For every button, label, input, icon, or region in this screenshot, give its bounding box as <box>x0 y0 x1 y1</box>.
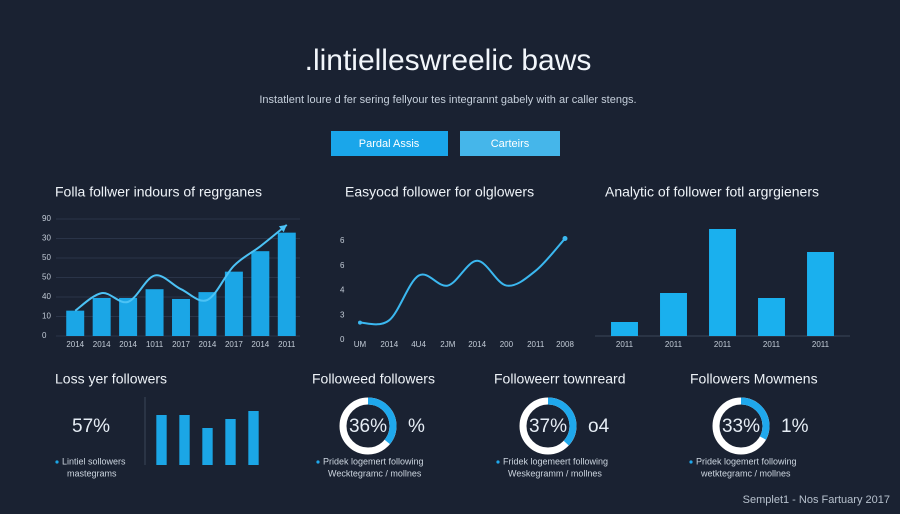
arrow-head <box>278 224 287 233</box>
bar <box>251 251 270 336</box>
page-subtitle: Instatlent loure d fer sering fellyour t… <box>259 94 636 106</box>
x-tick-label: 1011 <box>146 340 164 349</box>
donut-label: 33% <box>722 416 760 437</box>
bar <box>179 415 190 465</box>
page-title: .lintielleswreelic baws <box>305 44 592 77</box>
trend-line <box>74 224 288 312</box>
y-tick-label: 50 <box>42 253 51 262</box>
x-tick-label: 2011 <box>527 340 545 349</box>
bar <box>225 419 236 465</box>
panel-title: Followeed followers <box>312 371 435 387</box>
button[interactable] <box>460 131 560 156</box>
legend-dot <box>496 460 500 464</box>
bar <box>145 289 164 336</box>
x-tick-label: 2JM <box>440 340 455 349</box>
x-tick-label: 2017 <box>172 340 190 349</box>
x-tick-label: 2011 <box>714 340 732 349</box>
donut-arc <box>367 397 397 445</box>
legend-label: mastegrams <box>67 468 117 478</box>
panel-title: Folla follwer indours of regrganes <box>55 184 262 200</box>
x-tick-label: 2011 <box>665 340 683 349</box>
x-tick-label: 2014 <box>93 340 111 349</box>
y-tick-label: 6 <box>340 261 345 270</box>
y-tick-label: 4 <box>340 286 345 295</box>
panel-title: Loss yer followers <box>55 371 167 387</box>
panel-title: Easyocd follower for olglowers <box>345 184 534 200</box>
y-tick-label: 40 <box>42 292 51 301</box>
side-label: 1% <box>781 416 809 437</box>
x-tick-label: 2014 <box>468 340 486 349</box>
line <box>359 237 566 326</box>
button[interactable] <box>331 131 448 156</box>
x-tick-label: 200 <box>500 340 514 349</box>
bar <box>660 293 687 336</box>
bar <box>92 297 111 336</box>
kpi: 57% <box>72 416 110 437</box>
x-tick-label: 2011 <box>812 340 830 349</box>
legend-dot <box>689 460 693 464</box>
panel-title: Followers Mowmens <box>690 371 818 387</box>
legend-label: Pridek logemert following <box>323 456 424 466</box>
legend-label: wetktegramc / mollnes <box>700 468 791 478</box>
bar <box>198 292 217 336</box>
button-label[interactable]: Pardal Assis <box>359 138 420 150</box>
start-dot <box>358 320 362 325</box>
x-tick-label: 2014 <box>380 340 398 349</box>
bar <box>758 298 785 336</box>
side-label: o4 <box>588 416 610 437</box>
x-tick-label: UM <box>354 340 367 349</box>
panel-title: Analytic of follower fotl argrgieners <box>605 184 819 200</box>
x-tick-label: 2008 <box>556 340 574 349</box>
legend-label: Wecktegramc / mollnes <box>328 468 422 478</box>
y-tick-label: 90 <box>42 214 51 223</box>
x-tick-label: 2014 <box>199 340 217 349</box>
x-tick-label: 2011 <box>278 340 296 349</box>
bar <box>709 229 736 336</box>
y-tick-label: 0 <box>340 335 345 344</box>
legend-label: Pridek logemert following <box>696 456 797 466</box>
button-label[interactable]: Carteirs <box>491 138 530 150</box>
y-tick-label: 30 <box>42 234 51 243</box>
donut-arc <box>547 397 577 446</box>
bar <box>202 428 213 465</box>
x-tick-label: 2014 <box>66 340 84 349</box>
bar <box>156 415 167 465</box>
y-tick-label: 10 <box>42 312 51 321</box>
x-tick-label: 2011 <box>763 340 781 349</box>
bar <box>119 297 138 336</box>
y-tick-label: 6 <box>340 236 345 245</box>
x-tick-label: 2014 <box>119 340 137 349</box>
legend-dot <box>316 460 320 464</box>
panel-title: Followeerr townreard <box>494 371 626 387</box>
legend-dot <box>55 460 59 464</box>
legend-label: Fridek logemeert following <box>503 456 608 466</box>
x-tick-label: 2014 <box>251 340 269 349</box>
end-dot <box>562 236 568 242</box>
legend-label: Lintiel sollowers <box>62 456 126 466</box>
donut-label: 36% <box>349 416 387 437</box>
footer: Semplet1 - Nos Fartuary 2017 <box>743 494 890 506</box>
bar <box>277 232 296 336</box>
y-tick-label: 50 <box>42 273 51 282</box>
bar <box>807 252 834 336</box>
donut-arc <box>740 397 770 440</box>
y-tick-label: 3 <box>340 310 345 319</box>
bar <box>172 298 190 336</box>
legend-label: Weskegramm / mollnes <box>508 468 602 478</box>
x-tick-label: 2011 <box>616 340 634 349</box>
x-tick-label: 2017 <box>225 340 243 349</box>
donut-label: 37% <box>529 416 567 437</box>
x-tick-label: 4U4 <box>411 340 426 349</box>
bar <box>66 310 85 336</box>
bar <box>224 271 243 336</box>
y-tick-label: 0 <box>42 331 47 340</box>
bar <box>248 411 259 465</box>
side-label: % <box>408 416 425 437</box>
bar <box>611 322 638 336</box>
